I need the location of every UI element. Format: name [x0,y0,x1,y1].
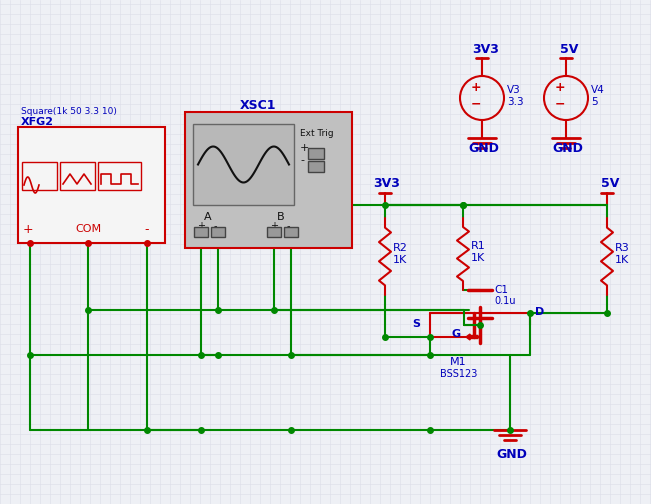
Text: 1K: 1K [471,253,485,263]
Bar [308,148,324,159]
Text: XFG2: XFG2 [21,117,54,127]
Text: +: + [197,221,205,231]
Text: 3V3: 3V3 [373,177,400,190]
Text: V4: V4 [591,85,605,95]
Text: +: + [471,81,481,94]
Bar [193,124,294,205]
Text: BSS123: BSS123 [440,369,477,379]
Bar [211,227,225,237]
Text: GND: GND [468,142,499,155]
Bar [284,227,298,237]
Text: D: D [535,307,544,317]
Bar [194,227,208,237]
Bar [18,127,165,243]
Text: G: G [452,329,461,339]
Text: -: - [300,155,304,165]
Bar [308,161,324,172]
Text: V3: V3 [507,85,521,95]
FancyArrow shape [466,334,478,340]
Bar [98,162,141,190]
Text: +: + [270,221,278,231]
Bar [267,227,281,237]
Text: -: - [287,221,290,231]
Text: 1K: 1K [393,255,408,265]
Text: R3: R3 [615,243,630,253]
Text: M1: M1 [450,357,467,367]
Text: 5: 5 [591,97,598,107]
Text: R2: R2 [393,243,408,253]
Text: GND: GND [496,448,527,461]
Text: +: + [300,143,309,153]
Text: -: - [145,223,149,236]
Text: +: + [23,223,33,236]
Text: R1: R1 [471,241,486,251]
Bar [185,112,352,248]
Text: B: B [277,212,285,222]
Text: COM: COM [75,224,101,234]
Text: GND: GND [552,142,583,155]
Text: -: - [214,221,217,231]
Text: 1K: 1K [615,255,630,265]
Text: −: − [471,97,481,110]
Bar [60,162,95,190]
Text: 0.1u: 0.1u [494,296,516,306]
Text: C1: C1 [494,285,508,295]
Text: −: − [555,97,565,110]
Text: S: S [412,319,420,329]
Text: 5V: 5V [560,43,578,56]
Text: 5V: 5V [601,177,619,190]
Text: +: + [555,81,565,94]
Text: 3.3: 3.3 [507,97,523,107]
Text: XSC1: XSC1 [240,99,277,112]
Text: Square(1k 50 3.3 10): Square(1k 50 3.3 10) [21,107,117,116]
Bar [22,162,57,190]
Text: 3V3: 3V3 [472,43,499,56]
Text: A: A [204,212,212,222]
Text: Ext Trig: Ext Trig [300,129,333,138]
